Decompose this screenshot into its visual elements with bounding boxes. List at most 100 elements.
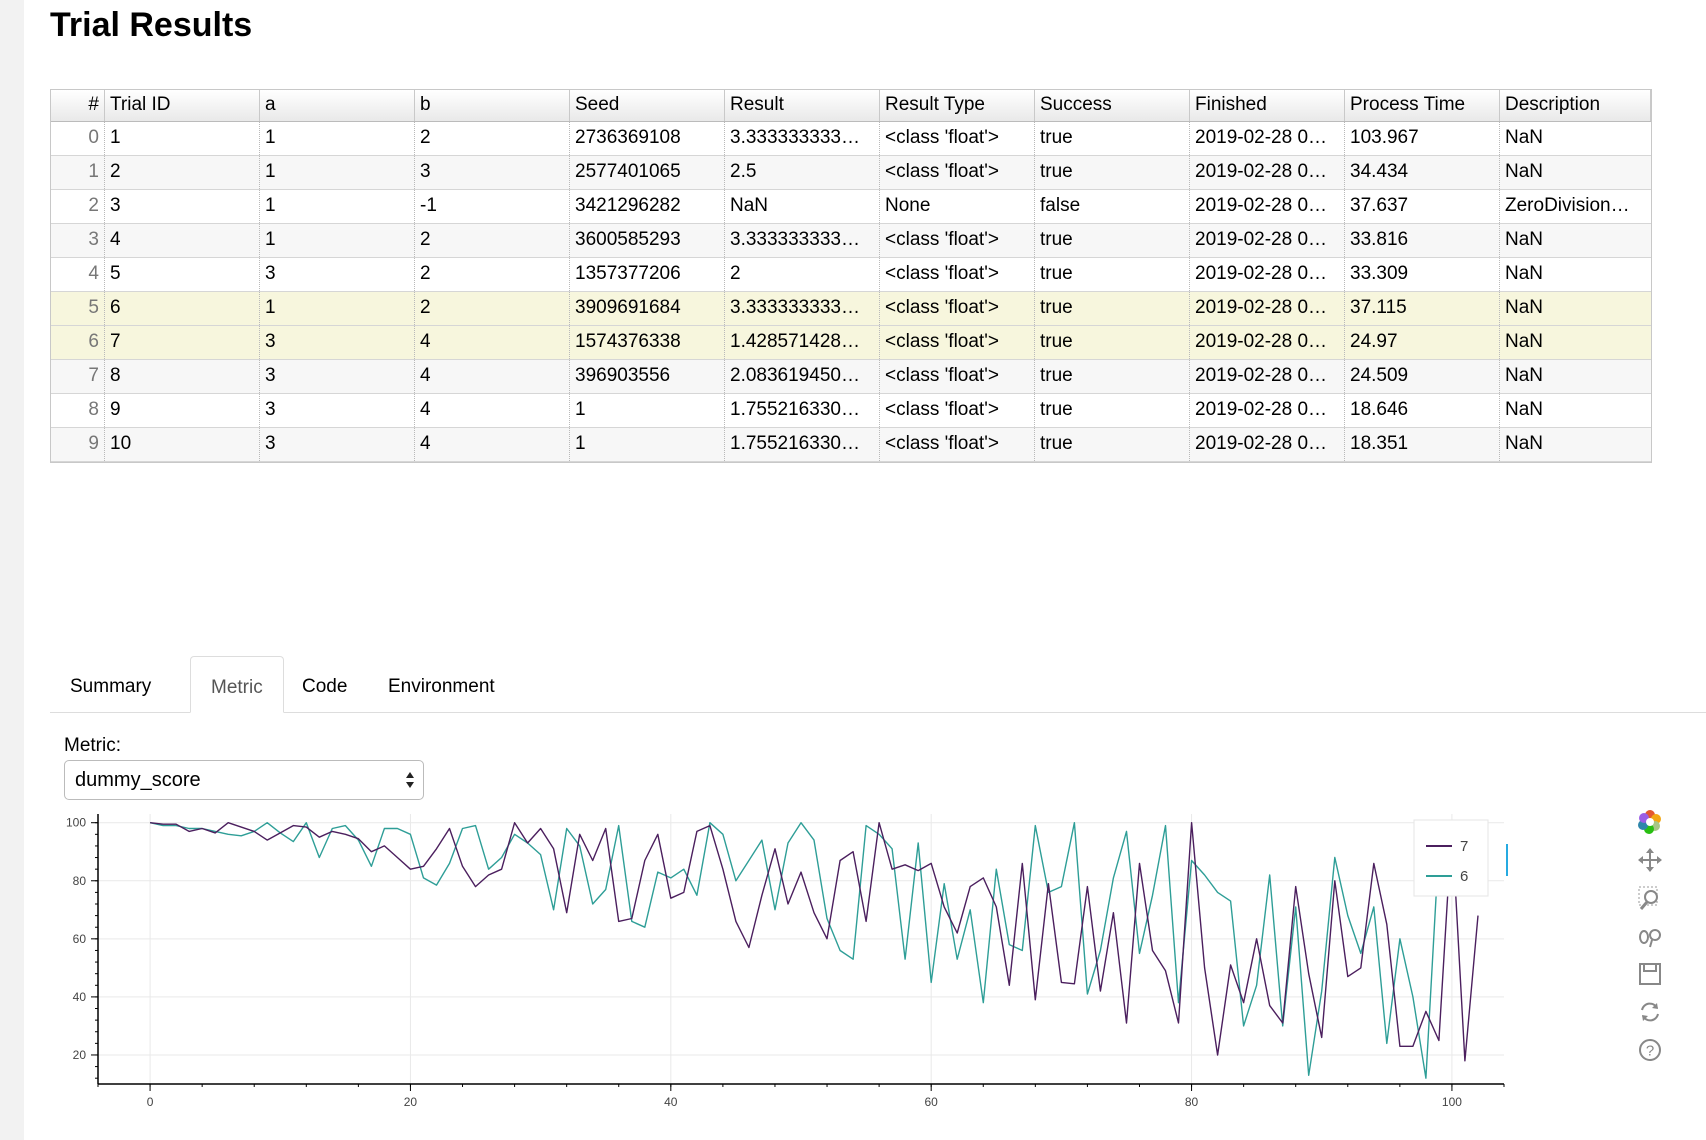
cell-description: NaN [1505, 433, 1544, 454]
column-header-finished[interactable]: Finished [1190, 90, 1345, 121]
cell-success: true [1035, 394, 1190, 427]
cell-success: true [1035, 326, 1190, 359]
cell-result: 1.428571428… [725, 326, 880, 359]
table-header: # Trial ID a b Seed Result Result Type Success F… [51, 90, 1651, 122]
tab-code[interactable]: Code [302, 676, 348, 697]
cell-result-type: <class 'float'> [880, 224, 1035, 257]
x-tick-label: 80 [1185, 1095, 1199, 1109]
metric-select[interactable]: dummy_score [64, 760, 424, 800]
cell-result: 3.333333333… [725, 292, 880, 325]
cell-trial-id: 8 [105, 360, 260, 393]
y-tick-label: 100 [66, 816, 86, 830]
cell-finished: 2019-02-28 0… [1190, 428, 1345, 461]
y-tick-label: 80 [73, 874, 87, 888]
column-header-seed[interactable]: Seed [570, 90, 725, 121]
chart-toolbar: ? [1630, 808, 1670, 1078]
cell-index: 9 [51, 428, 105, 461]
cell-result: 3.333333333… [725, 122, 880, 155]
cell-result-type: <class 'float'> [880, 360, 1035, 393]
cell-index: 5 [51, 292, 105, 325]
cell-a: 1 [260, 156, 415, 189]
column-header-description[interactable]: Description [1500, 90, 1651, 121]
cell-b: 2 [415, 292, 570, 325]
bokeh-logo-icon[interactable] [1636, 808, 1664, 836]
cell-description: NaN [1505, 365, 1544, 386]
cell-result: 2 [725, 258, 880, 291]
cell-result-type: None [880, 190, 1035, 223]
column-header-result[interactable]: Result [725, 90, 880, 121]
table-row[interactable]: 7 8 3 4 396903556 2.083619450… <class 'float'>… [51, 360, 1651, 394]
help-icon[interactable]: ? [1636, 1036, 1664, 1064]
series-line-6 [149, 821, 1440, 1079]
table-row[interactable]: 5 6 1 2 3909691684 3.333333333… <class 'float'… [51, 292, 1651, 326]
table-row[interactable]: 0 1 1 2 2736369108 3.333333333… <class 'float'… [51, 122, 1651, 156]
cell-result-type: <class 'float'> [880, 122, 1035, 155]
cell-finished: 2019-02-28 0… [1190, 360, 1345, 393]
svg-text:?: ? [1646, 1043, 1654, 1060]
column-header-index[interactable]: # [51, 90, 105, 121]
x-tick-label: 20 [404, 1095, 418, 1109]
cell-description: NaN [1505, 161, 1544, 182]
column-header-a[interactable]: a [260, 90, 415, 121]
cell-process-time: 34.434 [1345, 156, 1500, 189]
column-header-b[interactable]: b [415, 90, 570, 121]
cell-seed: 3600585293 [570, 224, 725, 257]
column-header-result-type[interactable]: Result Type [880, 90, 1035, 121]
cell-a: 3 [260, 394, 415, 427]
wheel-zoom-icon[interactable] [1636, 922, 1664, 950]
table-row[interactable]: 1 2 1 3 2577401065 2.5 <class 'float'> true 2019… [51, 156, 1651, 190]
table-row[interactable]: 6 7 3 4 1574376338 1.428571428… <class 'float'… [51, 326, 1651, 360]
cell-index: 8 [51, 394, 105, 427]
column-header-trial-id[interactable]: Trial ID [105, 90, 260, 121]
table-row[interactable]: 8 9 3 4 1 1.755216330… <class 'float'> true 2019… [51, 394, 1651, 428]
cell-description: NaN [1505, 263, 1544, 284]
select-arrows-icon [406, 772, 414, 788]
y-tick-label: 40 [73, 990, 87, 1004]
tab-summary[interactable]: Summary [70, 676, 152, 697]
x-tick-label: 60 [925, 1095, 939, 1109]
column-header-process-time[interactable]: Process Time [1345, 90, 1500, 121]
metric-line-chart[interactable]: 0 20 40 60 80 100 20 40 60 80 100 7 6 [48, 808, 1628, 1128]
column-header-success[interactable]: Success [1035, 90, 1190, 121]
page-title: Trial Results [50, 6, 253, 44]
reset-icon[interactable] [1636, 998, 1664, 1026]
cell-index: 2 [51, 190, 105, 223]
cell-success: true [1035, 360, 1190, 393]
cell-process-time: 24.97 [1345, 326, 1500, 359]
cell-finished: 2019-02-28 0… [1190, 156, 1345, 189]
save-icon[interactable] [1636, 960, 1664, 988]
cell-result-type: <class 'float'> [880, 292, 1035, 325]
trial-results-table[interactable]: # Trial ID a b Seed Result Result Type Success F… [50, 89, 1652, 463]
cell-a: 3 [260, 326, 415, 359]
cell-description: NaN [1505, 127, 1544, 148]
cell-a: 1 [260, 224, 415, 257]
page: Trial Results # Trial ID a b Seed Result Resul… [24, 0, 1706, 1140]
x-tick-label: 0 [147, 1095, 154, 1109]
series-line-7 [150, 821, 1479, 1062]
cell-description: NaN [1505, 229, 1544, 250]
cell-success: false [1035, 190, 1190, 223]
cell-seed: 1 [570, 394, 725, 427]
cell-a: 1 [260, 190, 415, 223]
table-row[interactable]: 3 4 1 2 3600585293 3.333333333… <class 'float'… [51, 224, 1651, 258]
table-row[interactable]: 2 3 1 -1 3421296282 NaN None false 2019-02-28 0…… [51, 190, 1651, 224]
table-row[interactable]: 4 5 3 2 1357377206 2 <class 'float'> true 2019-0… [51, 258, 1651, 292]
cell-process-time: 24.509 [1345, 360, 1500, 393]
box-zoom-icon[interactable] [1636, 884, 1664, 912]
tab-metric[interactable]: Metric [190, 656, 284, 713]
cell-result: 1.755216330… [725, 394, 880, 427]
cell-description: NaN [1505, 331, 1544, 352]
cell-finished: 2019-02-28 0… [1190, 224, 1345, 257]
cell-seed: 1574376338 [570, 326, 725, 359]
cell-trial-id: 7 [105, 326, 260, 359]
tab-environment[interactable]: Environment [388, 676, 495, 697]
tab-bar: Summary Metric Code Environment [50, 656, 1706, 713]
cell-seed: 2736369108 [570, 122, 725, 155]
cell-trial-id: 6 [105, 292, 260, 325]
pan-icon[interactable] [1636, 846, 1664, 874]
cell-trial-id: 10 [105, 428, 260, 461]
cell-success: true [1035, 122, 1190, 155]
cell-seed: 396903556 [570, 360, 725, 393]
y-tick-label: 60 [73, 932, 87, 946]
table-row[interactable]: 9 10 3 4 1 1.755216330… <class 'float'> true 201… [51, 428, 1651, 462]
